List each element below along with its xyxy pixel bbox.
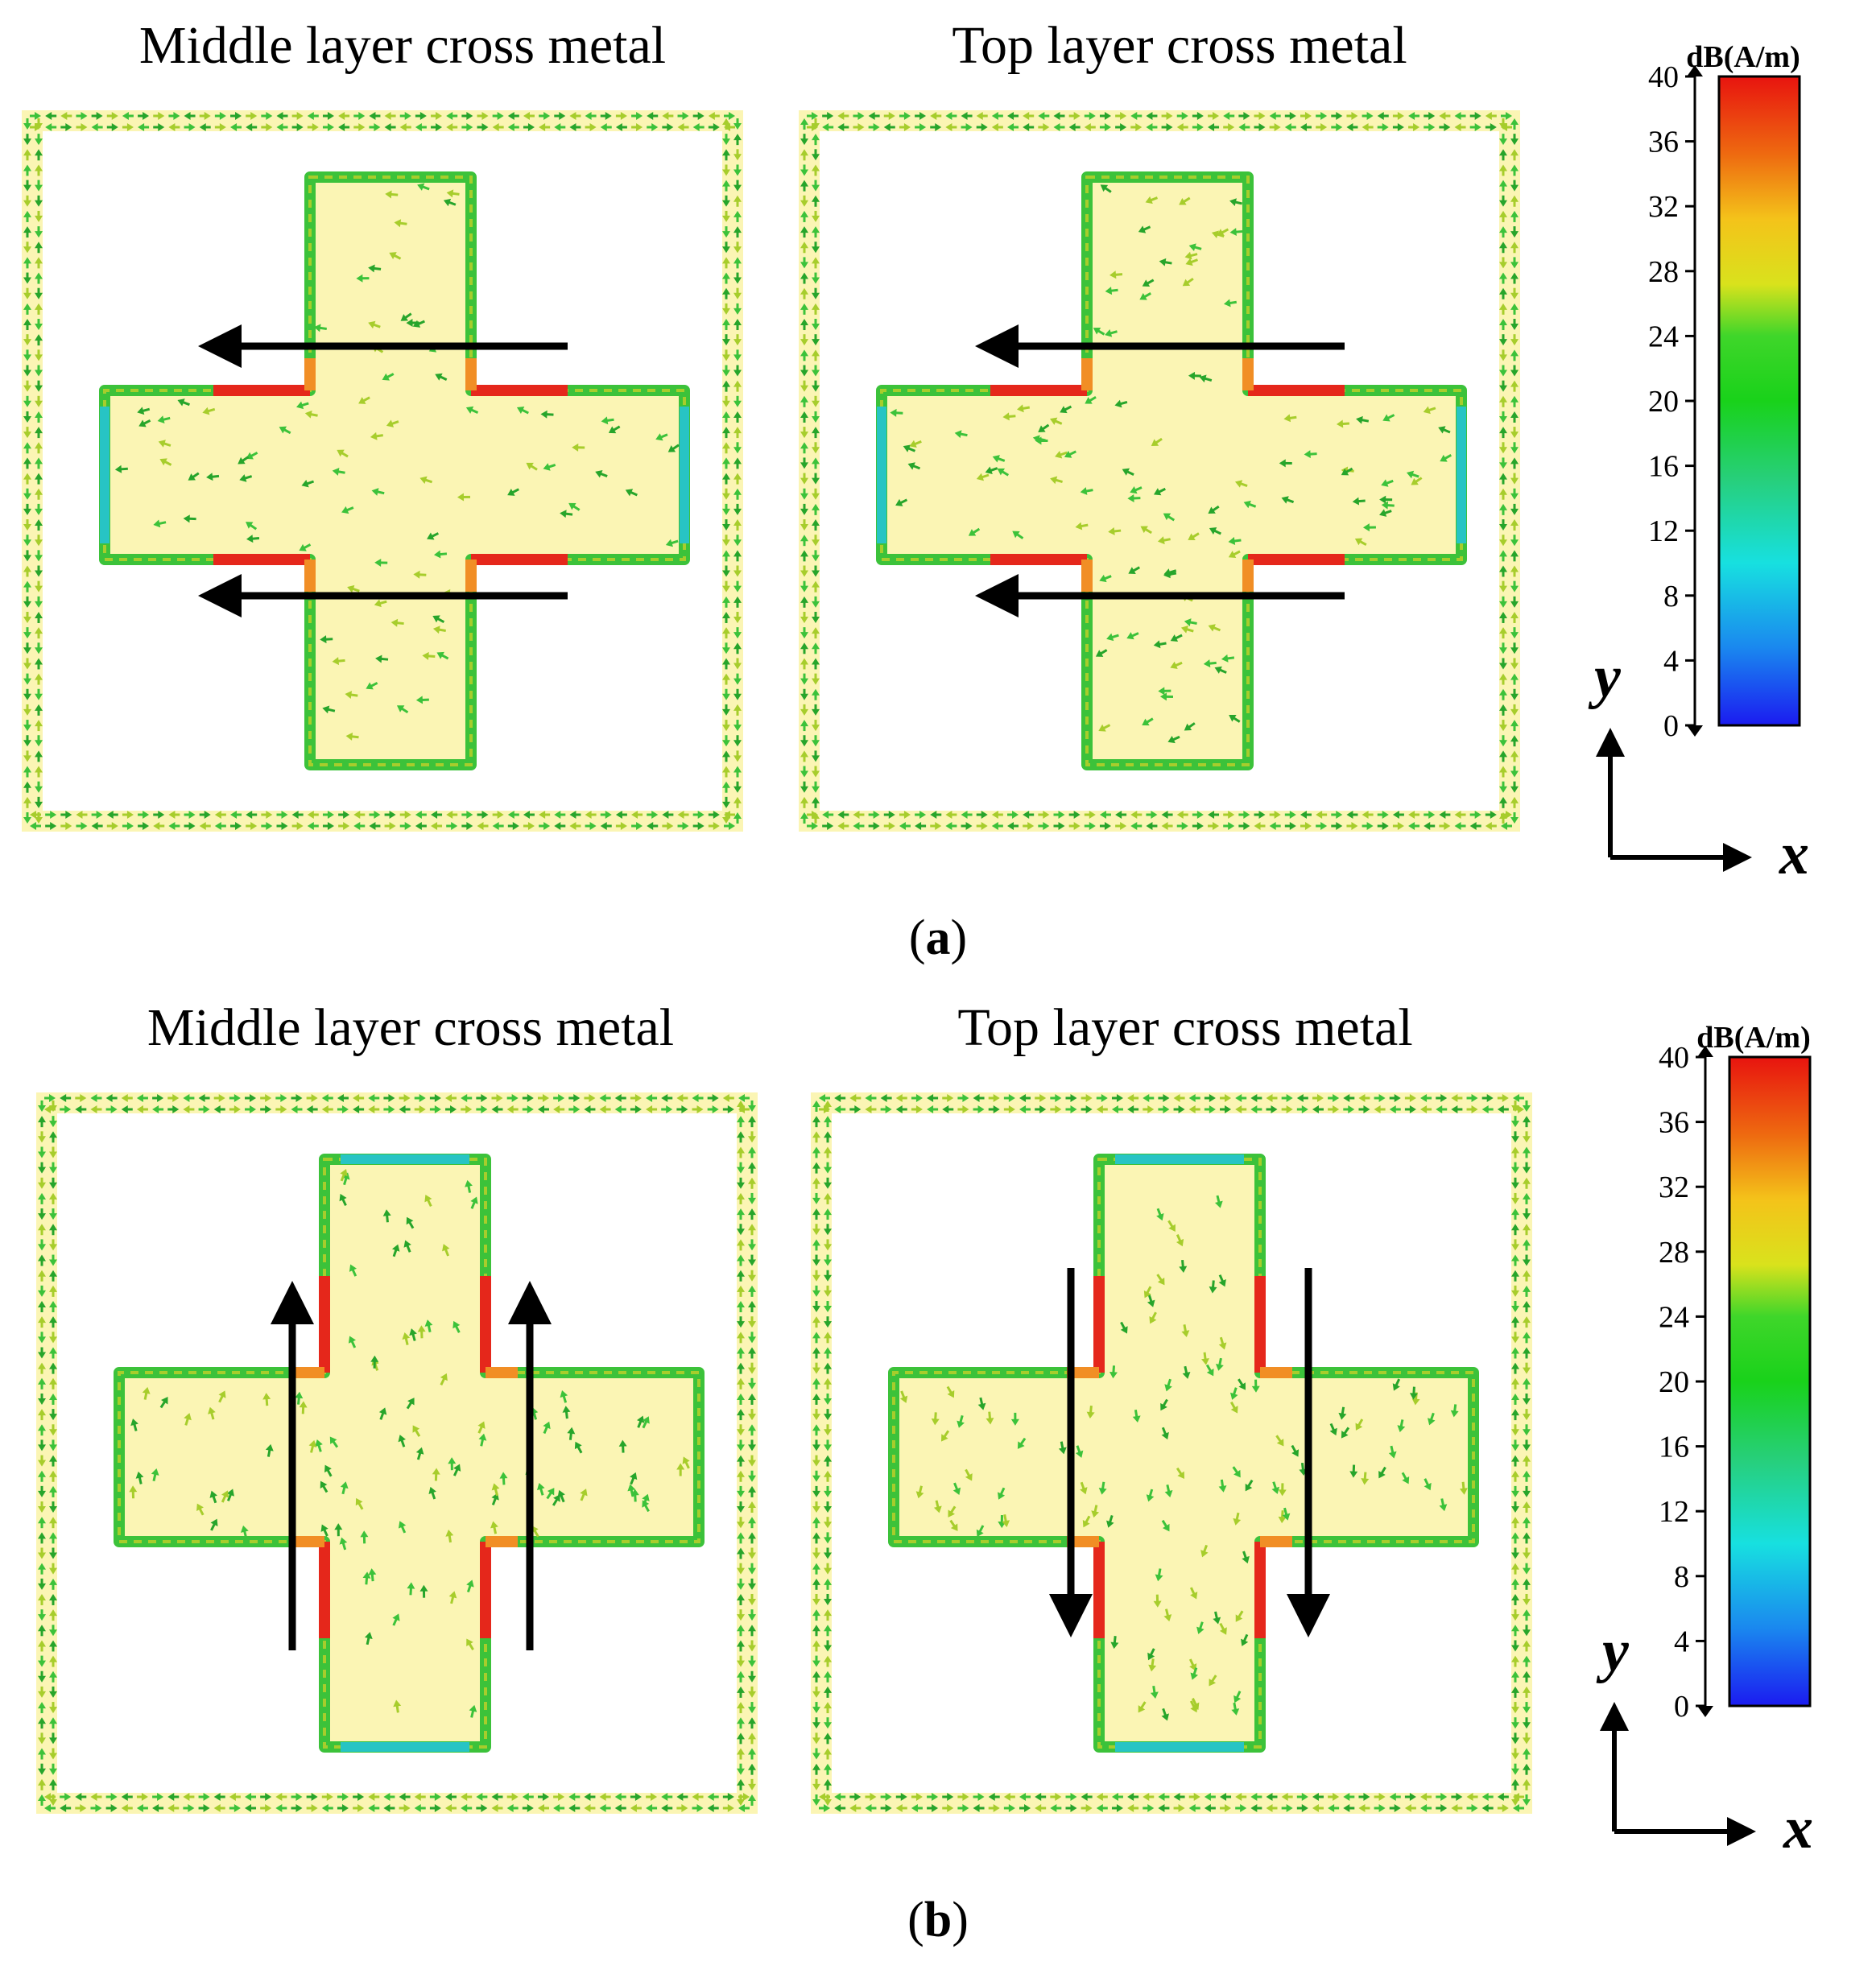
colorbar-min-marker — [1697, 1706, 1713, 1717]
panel-b-plot-2-title: Top layer cross metal — [957, 998, 1412, 1057]
y-axis-label: y — [1588, 644, 1622, 710]
colorbar-tick-label: 36 — [1659, 1106, 1689, 1140]
panel-b-caption-letter: b — [924, 1893, 952, 1947]
colorbar-tick-label: 8 — [1663, 580, 1679, 613]
current-density-plot — [22, 110, 743, 832]
colorbar-tick-label: 24 — [1659, 1300, 1689, 1334]
current-direction-arrows — [1049, 1268, 1330, 1637]
panel-b-caption: (b) — [907, 1893, 969, 1947]
colorbar-tick-label: 32 — [1648, 190, 1679, 224]
cross-metal — [114, 1154, 705, 1753]
colorbar-tick-label: 28 — [1648, 255, 1679, 289]
colorbar-tick-label: 4 — [1674, 1625, 1689, 1658]
cross-metal — [99, 171, 690, 770]
panel-b: Middle layer cross metal Top layer cross… — [36, 998, 1813, 1947]
panel-a-plot-2-title: Top layer cross metal — [952, 16, 1407, 75]
current-direction-arrows — [975, 324, 1345, 617]
colorbar-unit-label: dB(A/m) — [1696, 1021, 1810, 1055]
current-density-plot — [811, 1092, 1532, 1814]
x-axis-label: x — [1779, 821, 1809, 887]
outer-frame-ring — [799, 110, 1520, 832]
colorbar-tick-label: 36 — [1648, 126, 1679, 159]
colorbar-tick-label: 20 — [1659, 1365, 1689, 1399]
colorbar-gradient — [1717, 75, 1801, 727]
panel-a-plot-1-title: Middle layer cross metal — [139, 16, 666, 75]
cross-metal — [876, 171, 1467, 770]
current-density-plot — [799, 110, 1520, 832]
panel-a-caption-letter: a — [926, 911, 951, 965]
colorbar-tick-label: 0 — [1663, 709, 1679, 743]
panel-b-plot-1-title: Middle layer cross metal — [147, 998, 674, 1057]
current-direction-arrows — [198, 324, 568, 617]
colorbar-tick-label: 24 — [1648, 320, 1679, 353]
y-axis-label: y — [1596, 1618, 1630, 1684]
colorbar-tick-label: 28 — [1659, 1236, 1689, 1270]
colorbar-tick-label: 20 — [1648, 385, 1679, 419]
panel-a: Middle layer cross metal Top layer cross… — [22, 16, 1809, 965]
colorbar-tick-label: 16 — [1659, 1431, 1689, 1464]
x-axis-label: x — [1783, 1795, 1813, 1861]
colorbar-tick-label: 12 — [1659, 1495, 1689, 1529]
current-density-plot — [36, 1092, 758, 1814]
colorbar-max-marker — [1687, 65, 1703, 76]
colorbar-min-marker — [1687, 725, 1703, 737]
colorbar-tick-label: 8 — [1674, 1560, 1689, 1594]
colorbar-max-marker — [1697, 1046, 1713, 1057]
current-direction-arrows — [271, 1281, 552, 1650]
colorbar-tick-label: 40 — [1659, 1041, 1689, 1075]
colorbar-gradient — [1728, 1055, 1812, 1708]
colorbar-tick-label: 40 — [1648, 60, 1679, 94]
colorbar-tick-label: 16 — [1648, 450, 1679, 484]
outer-frame-ring — [22, 110, 743, 832]
outer-frame-ring — [811, 1092, 1532, 1814]
panel-a-caption: (a) — [909, 911, 967, 965]
colorbar-tick-label: 32 — [1659, 1171, 1689, 1204]
cross-metal — [888, 1154, 1479, 1753]
colorbar-tick-label: 0 — [1674, 1690, 1689, 1724]
colorbar-unit-label: dB(A/m) — [1686, 40, 1800, 74]
outer-frame-ring — [36, 1092, 758, 1814]
colorbar-tick-label: 4 — [1663, 644, 1679, 678]
colorbar-tick-label: 12 — [1648, 514, 1679, 548]
